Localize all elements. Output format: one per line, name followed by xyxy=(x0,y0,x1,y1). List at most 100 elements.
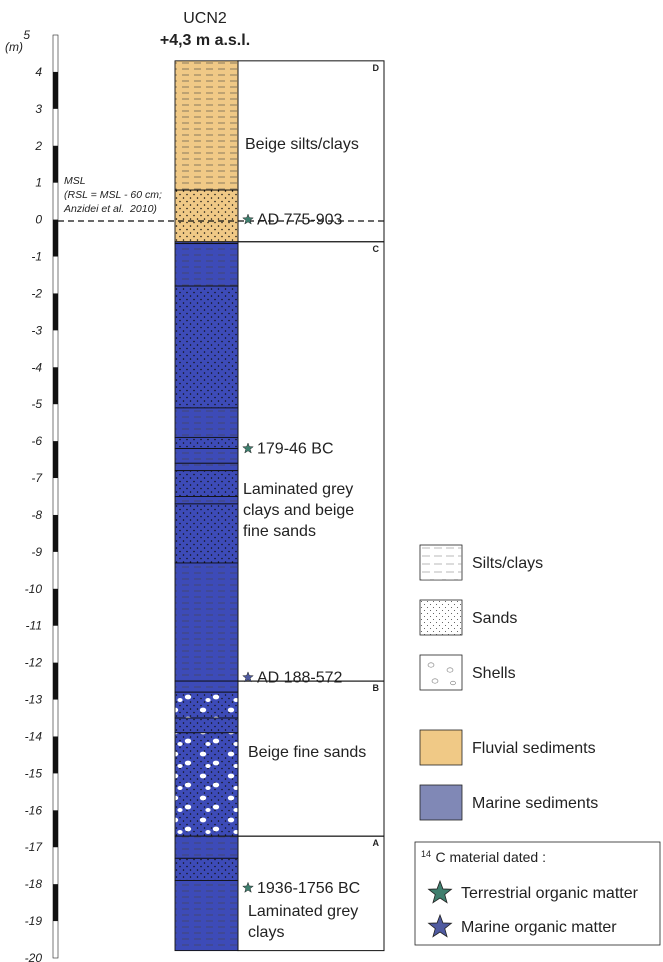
legend-sands-label: Sands xyxy=(472,610,517,627)
axis-scale-segment xyxy=(53,662,58,700)
axis-scale-segment xyxy=(53,145,58,183)
legend-shells-swatch xyxy=(419,654,463,691)
axis-tick-label: -12 xyxy=(25,656,43,670)
c14-superscript: 14 xyxy=(421,849,431,859)
legend-marine-om-label: Marine organic matter xyxy=(461,919,617,936)
date-label: 1936-1756 BC xyxy=(257,880,360,897)
unit-box xyxy=(237,835,385,952)
date-label: AD 775-903 xyxy=(257,212,342,229)
terrestrial-date-star-icon xyxy=(242,213,254,225)
axis-scale-segment xyxy=(53,514,58,552)
unit-d-description: Beige silts/clays xyxy=(245,136,359,153)
legend-marine-label: Marine sediments xyxy=(472,795,598,812)
core-layer xyxy=(174,503,239,564)
axis-scale-segment xyxy=(53,293,58,331)
axis-scale-segment xyxy=(53,588,58,626)
axis-tick-label: -4 xyxy=(31,360,42,374)
msl-note-line2: Anzidei et al. 2010) xyxy=(63,203,157,215)
legend-fluvial-label: Fluvial sediments xyxy=(472,740,596,757)
legend: Silts/clays Sands Shells Fluvial sedimen… xyxy=(414,544,661,946)
c14-title: C material dated : xyxy=(435,849,546,865)
core-layer xyxy=(174,462,239,472)
unit-letter: C xyxy=(373,244,380,254)
unit-letter: B xyxy=(373,683,380,693)
core-layer xyxy=(174,880,239,952)
unit-a-description-line2: clays xyxy=(248,924,284,941)
axis-tick-label: -2 xyxy=(31,286,42,300)
axis-tick-label: -20 xyxy=(25,951,43,962)
depth-axis: 5 4 3 2 1 0 -1 -2 -3 -4 -5 -6 -7 -8 -9 -10 -11 -12 -13 -14 -… xyxy=(5,28,59,962)
core-layer xyxy=(174,470,239,497)
axis-tick-label: -16 xyxy=(25,803,43,817)
msl-label: MSL xyxy=(64,175,86,187)
unit-c-description-line2: clays and beige xyxy=(243,502,354,519)
core-layer xyxy=(174,448,239,464)
unit-box xyxy=(237,241,385,682)
marine-star-icon xyxy=(427,913,453,938)
msl-note-line1: (RSL = MSL - 60 cm; xyxy=(64,189,162,201)
legend-marine-swatch xyxy=(419,784,463,821)
axis-tick-label: 3 xyxy=(35,102,42,116)
unit-c-description-line1: Laminated grey xyxy=(243,481,353,498)
unit-c-description-line3: fine sands xyxy=(243,523,316,540)
axis-scale-segment xyxy=(53,441,58,479)
core-layer xyxy=(174,436,239,449)
axis-tick-label: -5 xyxy=(31,397,42,411)
axis-tick-label: -6 xyxy=(31,434,42,448)
core-layer xyxy=(174,835,239,859)
legend-terrestrial-label: Terrestrial organic matter xyxy=(461,885,639,902)
axis-tick-label: 1 xyxy=(35,176,42,190)
axis-tick-label: -15 xyxy=(25,766,43,780)
unit-b-description: Beige fine sands xyxy=(248,744,366,761)
legend-shells-pattern xyxy=(427,662,456,686)
axis-tick-label: -3 xyxy=(31,323,42,337)
unit-letter: A xyxy=(373,838,380,848)
core-elevation: +4,3 m a.s.l. xyxy=(160,32,250,49)
core-layer xyxy=(174,285,239,409)
legend-shells-label: Shells xyxy=(472,665,516,682)
date-label: 179-46 BC xyxy=(257,441,334,458)
dates-group: AD 775-903 179-46 BC AD 188-572 1936-1756 B… xyxy=(242,212,360,897)
core-layer xyxy=(174,857,239,881)
core-layer xyxy=(174,189,239,243)
core-layer xyxy=(174,691,239,719)
axis-tick-label: 2 xyxy=(34,139,42,153)
marine-date-star-icon xyxy=(242,671,254,683)
axis-tick-label: -7 xyxy=(31,471,43,485)
description-panel: D C B A xyxy=(237,60,385,952)
axis-tick-label: -8 xyxy=(31,508,42,522)
core-column xyxy=(174,60,239,952)
core-layer xyxy=(174,243,239,287)
legend-sands-pattern xyxy=(420,600,462,635)
axis-tick-label: -19 xyxy=(25,914,43,928)
axis-tick-label: 4 xyxy=(35,65,42,79)
axis-tick-label: -11 xyxy=(26,619,42,633)
axis-scale-segment xyxy=(53,71,58,109)
core-layer xyxy=(174,562,239,682)
core-layer xyxy=(174,60,239,191)
terrestrial-date-star-icon xyxy=(242,881,254,893)
axis-scale-segment xyxy=(53,884,58,922)
c14-legend-box xyxy=(414,841,661,946)
axis-tick-label: -17 xyxy=(25,840,44,854)
axis-tick-label: -14 xyxy=(25,729,43,743)
core-layer xyxy=(174,732,239,837)
legend-fluvial-swatch xyxy=(419,729,463,766)
core-layer xyxy=(174,407,239,438)
date-label: AD 188-572 xyxy=(257,669,342,686)
axis-scale-segment xyxy=(53,810,58,848)
unit-a-description-line1: Laminated grey xyxy=(248,903,358,920)
axis-tick-label: -1 xyxy=(31,250,42,264)
legend-silts-pattern xyxy=(420,545,462,580)
core-layer xyxy=(174,496,239,505)
c14-legend-title: 14 C material dated : xyxy=(421,844,546,865)
axis-tick-label: -13 xyxy=(25,693,43,707)
depth-scale-bar xyxy=(52,34,59,959)
axis-tick-label: 0 xyxy=(35,213,42,227)
axis-scale-segment xyxy=(53,736,58,774)
terrestrial-date-star-icon xyxy=(242,442,254,454)
core-name: UCN2 xyxy=(183,10,227,27)
msl-note-author: Anzidei et al. xyxy=(63,203,124,215)
core-layer xyxy=(174,717,239,734)
